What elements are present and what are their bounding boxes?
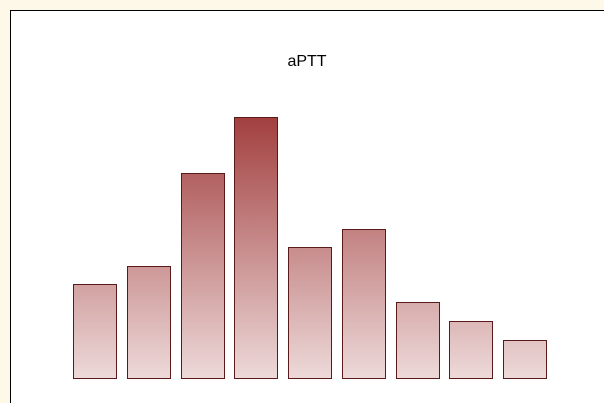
bar [127,266,171,379]
bar [396,302,440,379]
bar [503,340,547,379]
bar [288,247,332,379]
bar [342,229,386,379]
chart-title: aPTT [287,53,326,70]
bar [73,284,117,379]
bar [449,321,493,379]
bar [234,117,278,379]
bar [181,173,225,379]
